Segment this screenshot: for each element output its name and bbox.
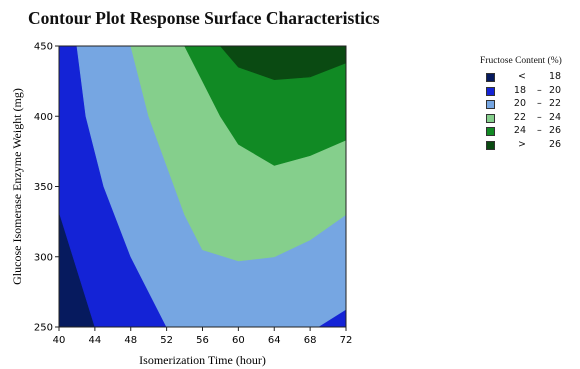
y-tick-label-1: 300 <box>34 252 53 263</box>
legend-low-value: 24 <box>513 125 526 136</box>
legend-high-value: 22 <box>549 98 562 109</box>
x-tick-label-4: 56 <box>196 335 209 346</box>
legend-item-2: 20–22 <box>478 98 578 112</box>
legend-dash: – <box>537 84 542 96</box>
legend-low-value: 22 <box>513 111 526 123</box>
legend-low-value: < <box>518 71 526 82</box>
legend-swatch <box>486 113 495 123</box>
x-tick-label-1: 44 <box>89 335 102 346</box>
y-tick-label-4: 450 <box>34 42 53 53</box>
x-tick-label-7: 68 <box>304 335 317 346</box>
legend-low-value: 18 <box>513 84 526 96</box>
x-tick-label-6: 64 <box>268 335 281 346</box>
legend-item-1: 18–20 <box>478 85 578 99</box>
chart-title: Contour Plot Response Surface Characteri… <box>28 8 380 28</box>
contour-regions <box>58 45 347 328</box>
legend: Fructose Content (%) <18 18–20 20–22 22–24 2… <box>478 56 578 152</box>
y-axis-label: Glucose Isomerase Enzyme Weight (mg) <box>10 88 24 285</box>
x-tick-label-3: 52 <box>160 335 173 346</box>
x-tick-label-5: 60 <box>232 335 245 346</box>
legend-item-0: <18 <box>478 71 578 85</box>
legend-swatch <box>486 140 495 150</box>
legend-dash: – <box>537 125 542 136</box>
legend-title: Fructose Content (%) <box>480 56 562 66</box>
legend-high-value: 18 <box>549 71 562 82</box>
legend-low-value: > <box>518 138 526 150</box>
legend-dash: – <box>537 98 542 109</box>
legend-swatch <box>486 86 495 96</box>
legend-dash: – <box>537 111 542 123</box>
x-tick-label-0: 40 <box>53 335 66 346</box>
y-tick-label-3: 400 <box>34 112 53 123</box>
legend-low-value: 20 <box>513 98 526 109</box>
legend-swatch <box>486 73 495 82</box>
legend-swatch <box>486 127 495 136</box>
y-tick-label-0: 250 <box>34 323 53 334</box>
y-tick-label-2: 350 <box>34 182 53 193</box>
legend-item-5: >26 <box>478 139 578 153</box>
legend-high-value: 20 <box>549 84 562 96</box>
legend-high-value: 26 <box>549 138 562 150</box>
legend-item-3: 22–24 <box>478 112 578 126</box>
x-axis-label: Isomerization Time (hour) <box>139 353 266 367</box>
legend-item-4: 24–26 <box>478 125 578 139</box>
x-tick-label-8: 72 <box>340 335 353 346</box>
legend-high-value: 26 <box>549 125 562 136</box>
legend-rows: <18 18–20 20–22 22–24 24–26 >26 <box>478 71 578 152</box>
legend-swatch <box>486 100 495 109</box>
axis-ticks: 40 44 48 52 56 60 64 68 72 250 300 350 400 450 <box>34 42 352 347</box>
x-tick-label-2: 48 <box>124 335 137 346</box>
legend-high-value: 24 <box>549 111 562 123</box>
